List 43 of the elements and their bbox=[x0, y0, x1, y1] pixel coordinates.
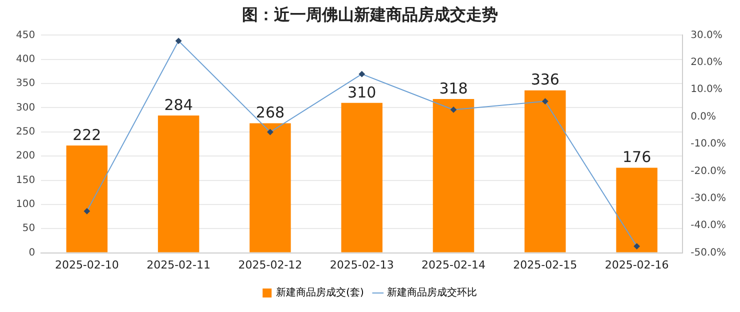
y2-tick-label: 30.0% bbox=[690, 30, 722, 41]
y-tick-label: 250 bbox=[16, 126, 36, 138]
y-tick-label: 50 bbox=[22, 223, 36, 234]
chart-title: 图：近一周佛山新建商品房成交走势 bbox=[242, 4, 498, 24]
y2-tick-label: -40.0% bbox=[690, 220, 726, 232]
text: 268 bbox=[256, 104, 285, 122]
text: 310 bbox=[348, 83, 376, 102]
x-tick-label: 2025-02-16 bbox=[604, 258, 669, 272]
text: 222 bbox=[72, 126, 102, 144]
y-tick-label: 350 bbox=[16, 78, 36, 90]
y2-tick-label: 0.0% bbox=[690, 111, 716, 122]
y-tick-label: 150 bbox=[16, 174, 36, 186]
text: 284 bbox=[164, 96, 193, 114]
y-tick-label: 100 bbox=[16, 199, 36, 210]
y2-tick-label: 20.0% bbox=[690, 56, 722, 68]
bar bbox=[341, 102, 382, 252]
y-tick-label: 400 bbox=[16, 54, 36, 65]
y-tick-label: 200 bbox=[16, 150, 36, 162]
y-tick-label: 450 bbox=[16, 30, 36, 41]
y2-tick-label: -30.0% bbox=[690, 192, 726, 204]
y2-tick-label: 10.0% bbox=[690, 84, 722, 96]
y2-tick-label: -50.0% bbox=[690, 247, 726, 258]
x-tick-label: 2025-02-12 bbox=[238, 258, 302, 272]
bar bbox=[250, 123, 291, 252]
bar bbox=[158, 115, 200, 252]
bar bbox=[66, 145, 108, 252]
text: 336 bbox=[530, 70, 560, 89]
y-tick-label: 300 bbox=[16, 102, 36, 114]
x-tick-label: 2025-02-10 bbox=[54, 258, 119, 272]
text: 176 bbox=[622, 148, 652, 166]
x-tick-label: 2025-02-14 bbox=[422, 258, 486, 272]
legend-label: 新建商品房成交(套) bbox=[276, 286, 364, 299]
text: 318 bbox=[439, 79, 468, 98]
bar bbox=[524, 90, 566, 252]
bar bbox=[432, 99, 474, 252]
x-tick-label: 2025-02-13 bbox=[330, 258, 394, 272]
bar bbox=[616, 168, 658, 252]
legend-label: 新建商品房成交环比 bbox=[386, 286, 477, 299]
x-tick-label: 2025-02-11 bbox=[146, 258, 211, 272]
x-tick-label: 2025-02-15 bbox=[513, 258, 578, 272]
y-tick-label: 0 bbox=[28, 247, 36, 258]
y2-tick-label: -20.0% bbox=[690, 166, 726, 177]
y2-tick-label: -10.0% bbox=[690, 138, 726, 150]
